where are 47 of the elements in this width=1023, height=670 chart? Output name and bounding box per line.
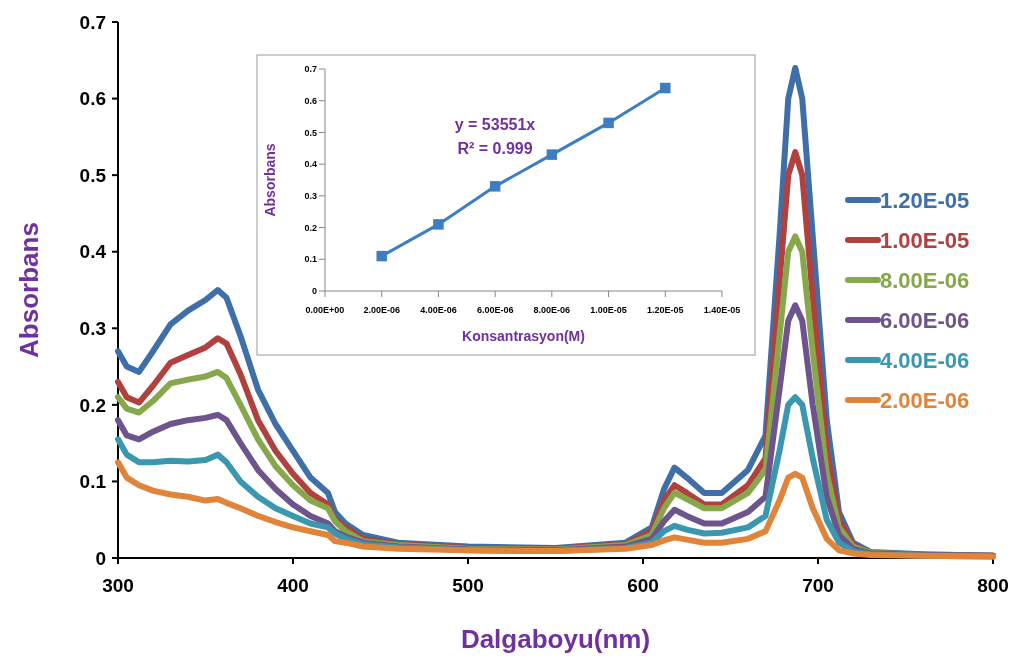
y-tick-label: 0: [95, 547, 106, 569]
y-tick-label: 0.3: [79, 317, 106, 339]
point: [433, 219, 444, 230]
point: [603, 117, 614, 129]
y-axis-title: Absorbans: [262, 143, 278, 217]
x-tick-label: 1.20E-05: [647, 305, 684, 315]
x-tick-label: 300: [102, 575, 134, 596]
x-tick-label: 8.00E-06: [533, 305, 571, 315]
point: [546, 149, 558, 160]
y-tick-label: 0.2: [304, 222, 317, 233]
x-tick-label: 600: [627, 575, 659, 596]
y-tick-label: 0.7: [304, 64, 317, 75]
annotation: R² = 0.999: [457, 140, 533, 157]
y-tick-label: 0.2: [79, 394, 106, 416]
legend-label: 4.00E-06: [880, 347, 970, 373]
annotation: y = 53551x: [454, 116, 536, 133]
x-tick-label: 700: [802, 575, 834, 596]
x-axis-title: Konsantrasyon(M): [462, 328, 585, 344]
x-tick-label: 1.40E-05: [703, 305, 741, 315]
x-tick-label: 6.00E-06: [476, 305, 514, 315]
y-tick-label: 0.3: [304, 191, 317, 202]
y-axis-title: Absorbans: [14, 222, 44, 358]
point: [489, 181, 501, 192]
x-axis-title: Dalgaboyu(nm): [460, 624, 651, 654]
y-tick-label: 0.5: [79, 164, 107, 186]
x-tick-label: 0.00E+00: [305, 305, 345, 315]
x-tick-label: 400: [277, 575, 309, 596]
y-tick-label: 0.6: [79, 88, 106, 110]
point: [660, 82, 671, 94]
y-tick-label: 0.6: [304, 95, 317, 106]
x-tick-label: 2.00E-06: [363, 305, 400, 315]
x-tick-label: 800: [977, 575, 1009, 596]
y-tick-label: 0.7: [79, 11, 106, 33]
point: [376, 250, 387, 262]
y-tick-label: 0.5: [304, 127, 317, 138]
y-tick-label: 0.4: [304, 159, 317, 170]
legend-label: 8.00E-06: [880, 267, 970, 293]
x-tick-label: 4.00E-06: [420, 305, 457, 315]
y-tick-label: 0.1: [79, 471, 107, 493]
x-tick-label: 500: [452, 575, 484, 596]
x-tick-label: 1.00E-05: [590, 305, 627, 315]
y-tick-label: 0.1: [304, 254, 317, 265]
y-tick-label: 0: [311, 286, 317, 297]
legend-label: 2.00E-06: [880, 387, 970, 413]
legend-label: 1.20E-05: [880, 187, 970, 213]
legend-label: 1.00E-05: [880, 227, 970, 253]
y-tick-label: 0.4: [79, 241, 107, 263]
